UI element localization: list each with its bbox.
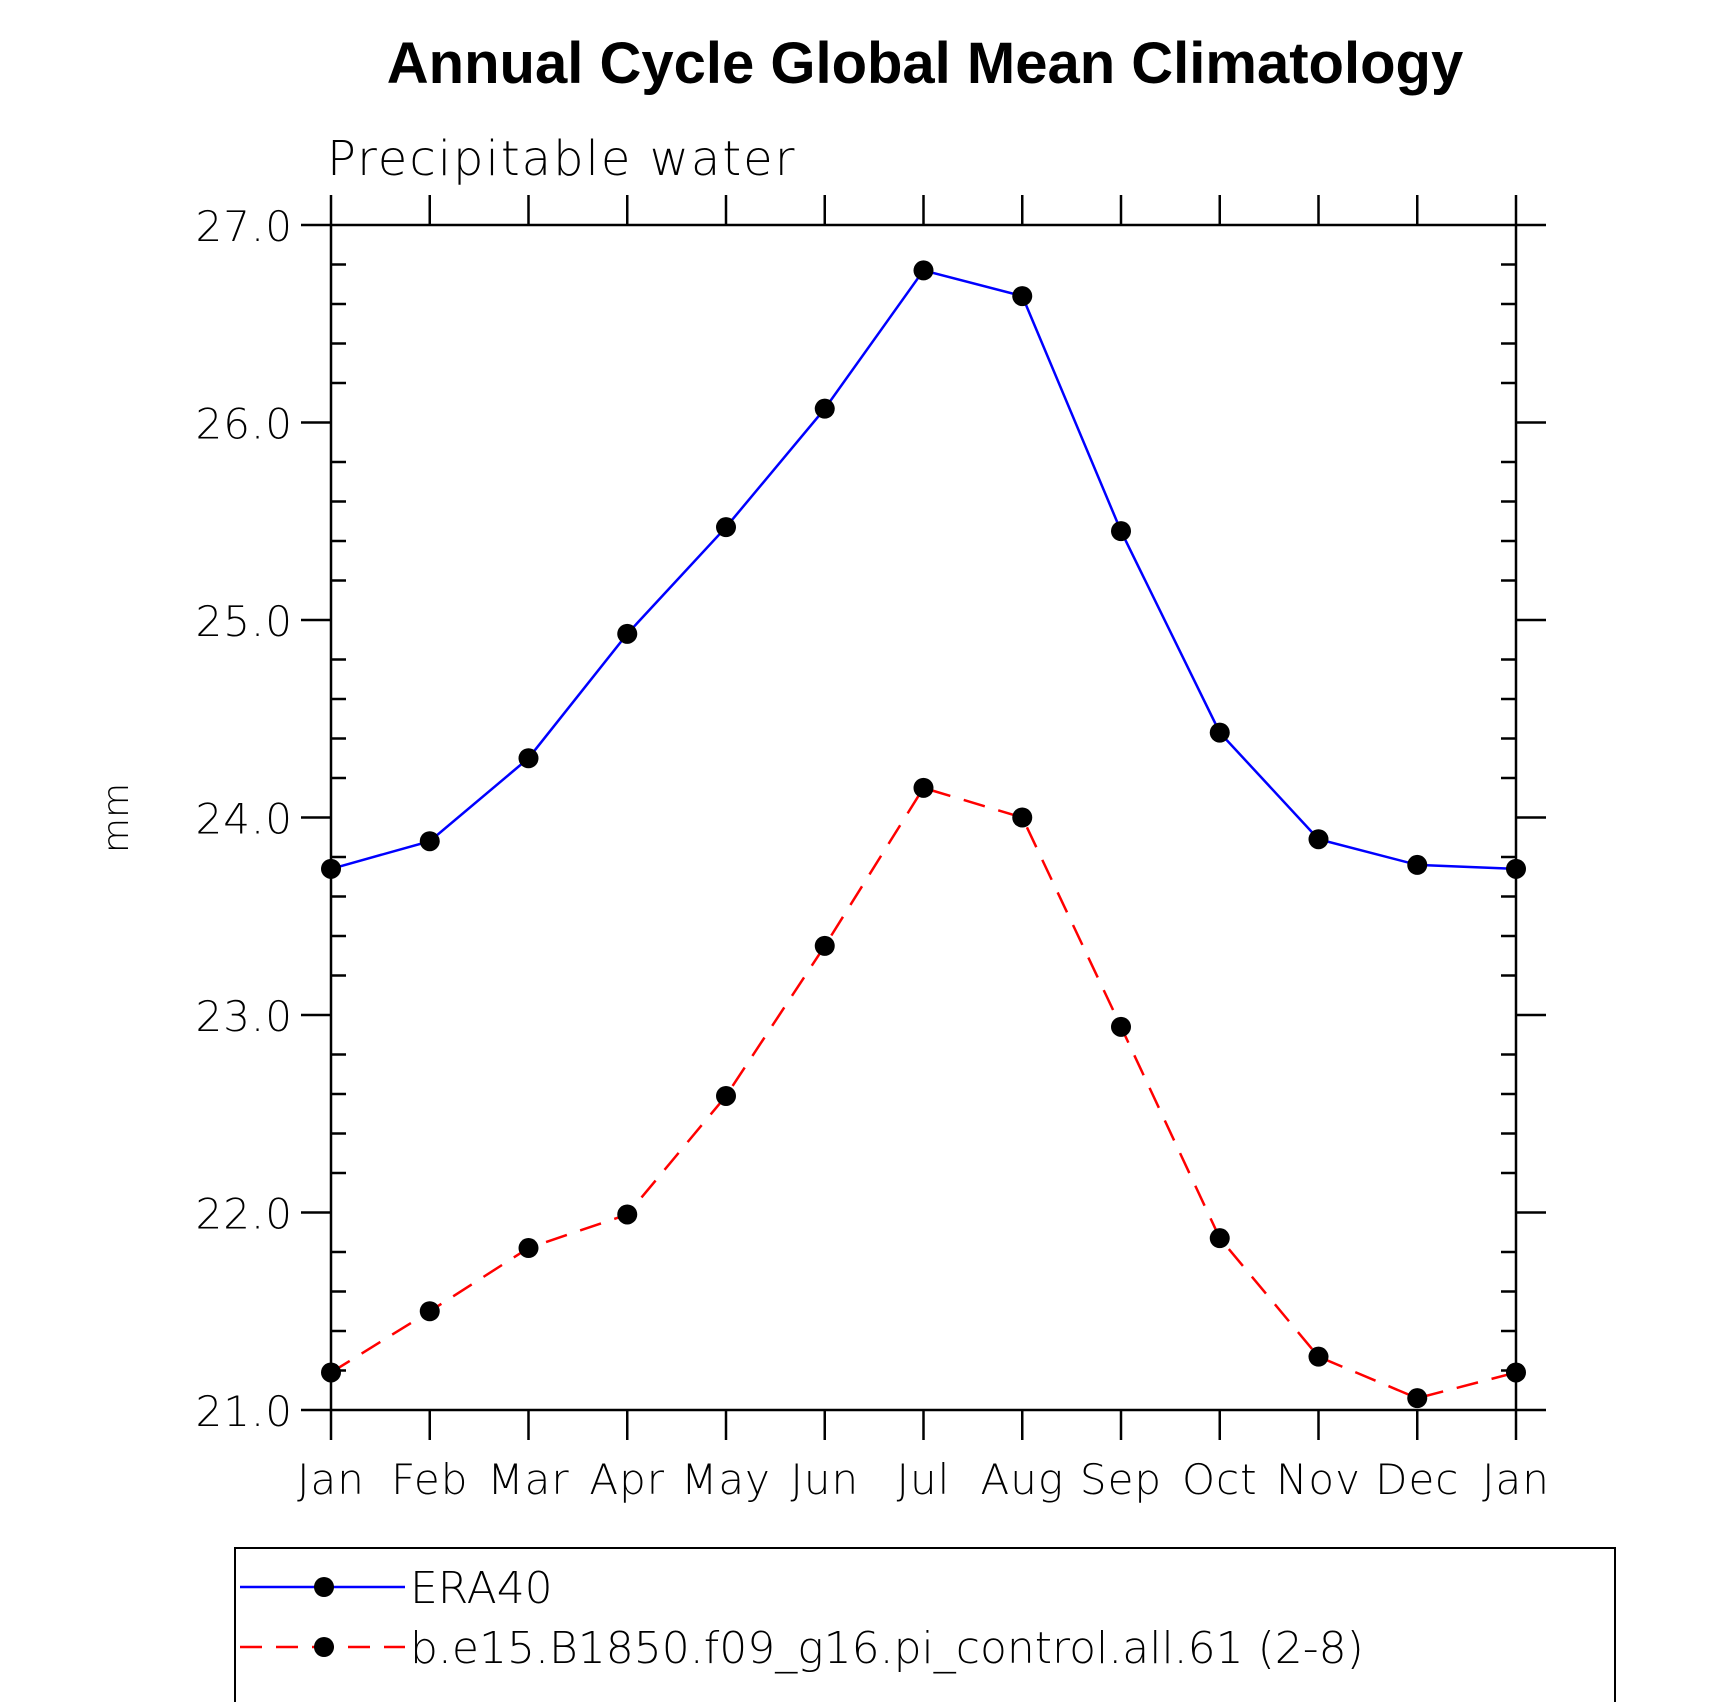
- series-1-point: [1209, 722, 1230, 743]
- series-layer: [321, 260, 1526, 1409]
- legend: ERA40 b.e15.B1850.f09_g16.pi_control.all.…: [234, 1547, 1616, 1702]
- series-2-point: [716, 1085, 736, 1106]
- series-2-point: [1012, 807, 1033, 828]
- x-tick-label: Apr: [589, 1455, 665, 1504]
- series-1-point: [518, 748, 539, 769]
- series-2-point: [1111, 1016, 1131, 1037]
- series-1-point: [913, 260, 934, 281]
- x-tick-label: May: [681, 1455, 771, 1504]
- y-axis-label: mm: [96, 783, 137, 853]
- chart-title: Annual Cycle Global Mean Climatology: [387, 31, 1463, 96]
- y-tick-label: 26.0: [195, 400, 293, 449]
- series-2-point: [814, 935, 835, 956]
- series-line-2: [330, 786, 1517, 1400]
- x-tick-label: Aug: [980, 1455, 1064, 1504]
- series-2-point: [617, 1204, 638, 1225]
- series-2-point: [1209, 1228, 1230, 1249]
- y-tick-label: 23.0: [195, 992, 293, 1041]
- x-tick-label: Jul: [897, 1455, 951, 1504]
- y-tick-label: 22.0: [195, 1190, 293, 1239]
- x-tick-label: Feb: [391, 1455, 468, 1504]
- x-tick-label: Jan: [297, 1455, 365, 1504]
- series-2-point: [1506, 1362, 1526, 1383]
- y-tick-label: 24.0: [195, 795, 293, 844]
- legend-label-2: b.e15.B1850.f09_g16.pi_control.all.61 (2…: [410, 1623, 1364, 1674]
- series-2-point: [1407, 1388, 1428, 1409]
- series-1-point: [1012, 286, 1033, 307]
- legend-items: ERA40 b.e15.B1850.f09_g16.pi_control.all.…: [240, 1563, 1364, 1674]
- series-1-point: [1111, 521, 1131, 542]
- legend-box: [234, 1547, 1616, 1702]
- y-tick-label: 21.0: [195, 1387, 293, 1436]
- x-tick-label: Sep: [1080, 1455, 1162, 1504]
- series-2-point: [1308, 1346, 1329, 1367]
- plot-frame: [329, 223, 1518, 1412]
- x-tick-label: Jan: [1482, 1455, 1550, 1504]
- x-tick-label: Mar: [487, 1455, 569, 1504]
- series-1-point: [1407, 854, 1428, 875]
- axis-ticks: Jan Feb Mar Apr May Jun Jul Aug Sep Oct Nov Dec Jan2…: [195, 195, 1549, 1504]
- x-tick-label: Nov: [1276, 1455, 1361, 1504]
- series-2-point: [518, 1238, 539, 1259]
- legend-label-1: ERA40: [410, 1563, 553, 1614]
- series-1-point: [716, 517, 736, 538]
- series-2-point: [419, 1301, 440, 1322]
- y-tick-label: 27.0: [195, 202, 293, 251]
- y-tick-label: 25.0: [195, 597, 293, 646]
- series-1-point: [1506, 858, 1526, 879]
- x-tick-label: Dec: [1375, 1455, 1459, 1504]
- legend-marker-1: [314, 1577, 334, 1597]
- series-1-point: [1308, 829, 1329, 850]
- series-1-point: [814, 398, 835, 419]
- series-2-point: [321, 1362, 341, 1383]
- chart-subtitle: Precipitable water: [327, 131, 796, 187]
- legend-marker-2: [314, 1637, 334, 1657]
- series-1-point: [419, 831, 440, 852]
- series-2-point: [913, 777, 934, 798]
- x-tick-label: Oct: [1182, 1455, 1258, 1504]
- series-1-point: [321, 858, 341, 879]
- x-tick-label: Jun: [790, 1455, 859, 1504]
- series-1-point: [617, 623, 638, 644]
